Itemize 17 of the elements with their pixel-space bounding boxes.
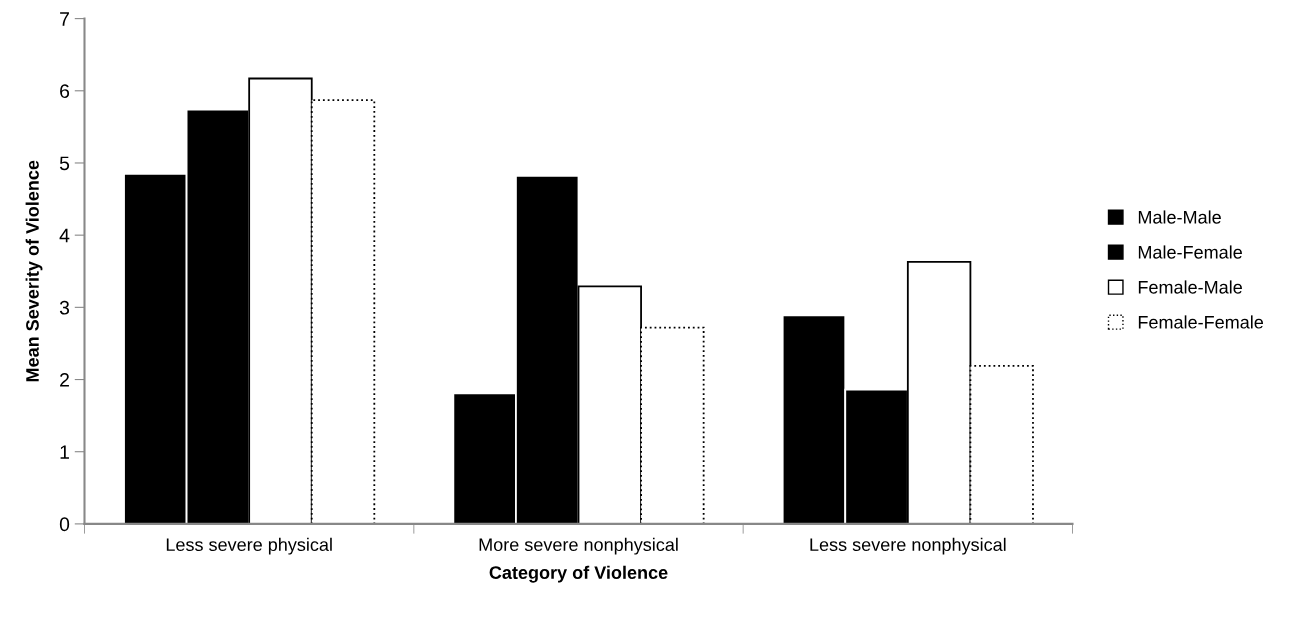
- y-tick-label: 1: [60, 445, 69, 459]
- x-axis-title: Category of Violence: [489, 565, 668, 583]
- y-tick-label: 5: [59, 156, 70, 171]
- legend-label: Male-Female: [1138, 245, 1242, 259]
- x-tick-label: Less severe physical: [166, 537, 332, 555]
- y-tick-label: 6: [60, 84, 70, 99]
- legend-label: Female-Male: [1138, 280, 1242, 294]
- x-tick-label: More severe nonphysical: [479, 537, 678, 555]
- y-tick-label: 7: [60, 12, 69, 26]
- y-tick-label: 3: [59, 300, 70, 315]
- y-tick-label: 2: [60, 373, 69, 387]
- y-axis-title: Mean Severity of Violence: [25, 160, 43, 382]
- y-tick-label: 0: [59, 517, 70, 532]
- y-tick-label: 4: [59, 228, 70, 243]
- legend-label: Male-Male: [1138, 210, 1221, 224]
- legend-label: Female-Female: [1138, 315, 1264, 329]
- x-tick-label: Less severe nonphysical: [810, 537, 1006, 555]
